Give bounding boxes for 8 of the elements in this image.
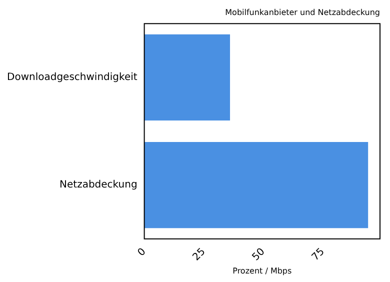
x-axis-title: Prozent / Mbps (232, 266, 292, 276)
x-tick-label: 75 (310, 246, 327, 264)
y-tick-label: Downloadgeschwindigkeit (6, 72, 138, 84)
chart-title: Mobilfunkanbieter und Netzabdeckung (225, 8, 380, 17)
x-tick-label: 25 (191, 246, 208, 264)
x-tick-label: 50 (250, 246, 268, 264)
y-tick-label: Netzabdeckung (60, 180, 138, 191)
x-tick-label: 0 (136, 246, 148, 259)
